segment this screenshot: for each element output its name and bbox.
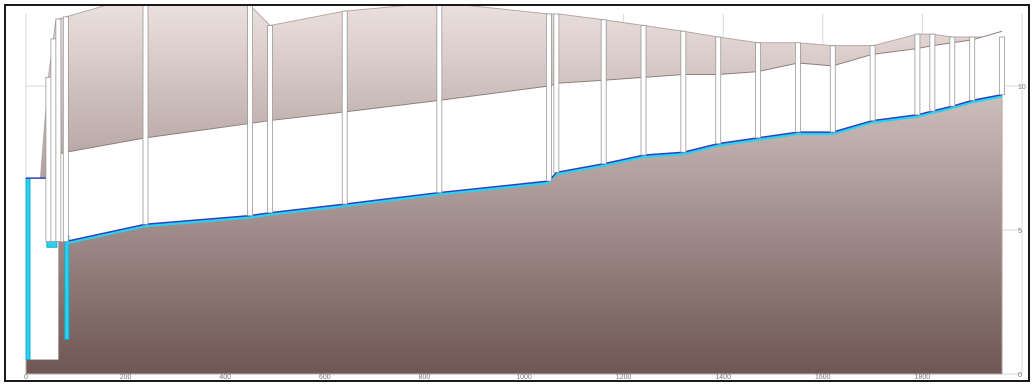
x-tick-label: 200 <box>120 374 132 380</box>
manhole-shaft <box>600 19 607 165</box>
pipe-band <box>53 31 1003 242</box>
y-tick-label: 10 <box>1018 84 1026 91</box>
x-tick-label: 400 <box>219 374 231 380</box>
manhole-shaft <box>680 30 687 153</box>
manhole-shaft <box>247 6 254 217</box>
x-tick-label: 1400 <box>715 374 731 380</box>
x-tick-label: 600 <box>319 374 331 380</box>
manhole-shaft <box>829 45 836 133</box>
manhole-shaft <box>436 6 443 193</box>
manhole-shaft <box>553 13 560 173</box>
y-tick-label: 5 <box>1018 228 1022 235</box>
inlet-drop-pipe <box>64 235 70 340</box>
x-tick-label: 0 <box>24 374 28 380</box>
manhole-shaft <box>914 33 921 116</box>
manhole-shaft <box>999 36 1005 96</box>
longitudinal-profile-chart[interactable]: 0 200 400 600 800 1000 1200 1400 1600 1800 0 5 10 <box>6 6 1028 380</box>
manhole-shaft <box>341 10 348 205</box>
profile-view[interactable]: 0 200 400 600 800 1000 1200 1400 1600 1800 0 5 10 <box>4 4 1030 382</box>
manhole-shaft <box>50 38 57 242</box>
manhole-shaft <box>949 36 956 107</box>
manhole-shaft <box>45 76 52 242</box>
x-tick-label: 1800 <box>915 374 931 380</box>
manhole-shaft <box>62 16 69 242</box>
manhole-shaft <box>267 25 273 214</box>
manhole-shaft <box>755 42 761 139</box>
manhole-shaft <box>869 45 876 121</box>
manhole-shaft <box>969 36 976 101</box>
manhole-shaft <box>55 18 62 242</box>
manhole-shaft <box>715 36 722 144</box>
profile-layers <box>25 6 1005 375</box>
water-level-line <box>65 93 1003 243</box>
axis-ticks: 0 200 400 600 800 1000 1200 1400 1600 1800 0 5 10 <box>24 84 1026 380</box>
x-tick-label: 1000 <box>516 374 532 380</box>
x-tick-label: 800 <box>419 374 431 380</box>
x-tick-label: 1600 <box>815 374 831 380</box>
pipe-crown-line <box>53 30 1003 156</box>
manhole-shaft <box>640 25 647 156</box>
x-tick-label: 1200 <box>616 374 632 380</box>
manhole-shaft <box>142 6 149 225</box>
y-tick-label: 0 <box>1018 372 1022 379</box>
manhole-shaft <box>929 33 936 112</box>
manhole-shaft <box>795 42 801 133</box>
manhole-shaft <box>546 13 552 182</box>
inlet-water-column <box>25 177 31 361</box>
